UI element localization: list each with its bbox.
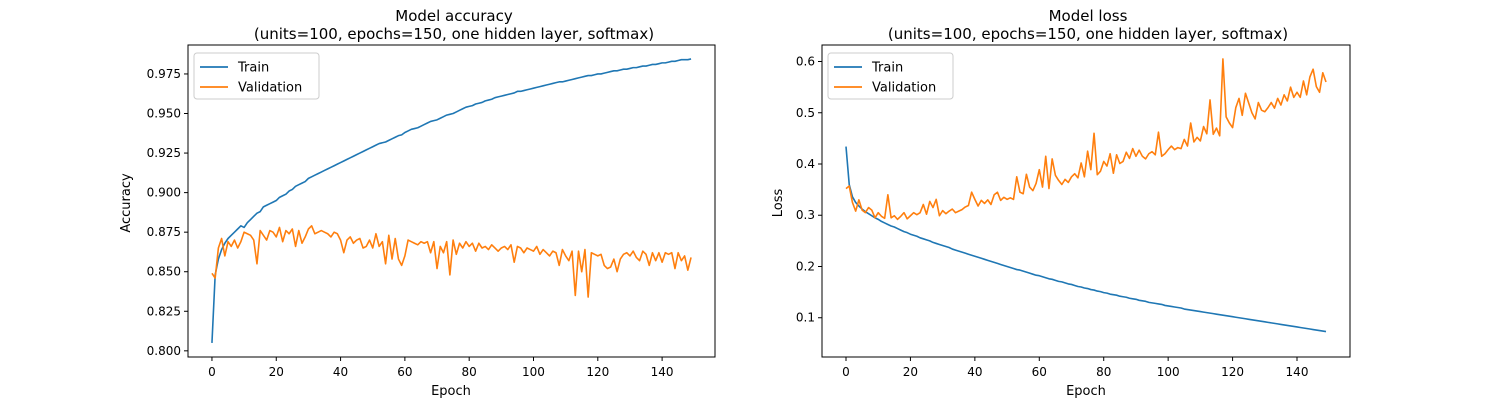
y-axis-label: Loss xyxy=(771,189,786,218)
series-line-train xyxy=(845,146,1327,333)
x-tick-label: 0 xyxy=(842,365,850,379)
chart-title: Model accuracy xyxy=(395,7,513,25)
series-line-validation xyxy=(845,58,1327,221)
plot-area: 0 20 40 60 80 100 120 140 0.800 0.825 0.850 0.875 0.… xyxy=(147,44,716,379)
x-tick-label: 80 xyxy=(1096,365,1111,379)
x-tick-label: 140 xyxy=(651,365,674,379)
series-line-train xyxy=(211,58,692,343)
accuracy-chart: Model accuracy (units=100, epochs=150, o… xyxy=(119,7,716,399)
x-tick-label: 20 xyxy=(903,365,918,379)
x-tick-label: 60 xyxy=(1032,365,1047,379)
y-tick-label: 0.1 xyxy=(796,311,815,325)
y-tick-label: 0.6 xyxy=(796,55,815,69)
x-axis-label: Epoch xyxy=(431,384,471,399)
x-tick-label: 40 xyxy=(333,365,348,379)
chart-subtitle: (units=100, epochs=150, one hidden layer… xyxy=(254,25,654,43)
chart-title: Model loss xyxy=(1049,7,1128,25)
plot-frame xyxy=(187,44,716,358)
x-tick-label: 80 xyxy=(462,365,477,379)
y-tick-label: 0.925 xyxy=(147,146,181,160)
x-tick-label: 60 xyxy=(397,365,412,379)
x-tick-label: 0 xyxy=(208,365,216,379)
y-tick-label: 0.875 xyxy=(147,225,181,239)
x-tick-label: 120 xyxy=(586,365,609,379)
y-tick-label: 0.825 xyxy=(147,304,181,318)
legend: Train Validation xyxy=(827,52,954,100)
legend-label-train: Train xyxy=(871,61,903,76)
legend: Train Validation xyxy=(193,52,320,100)
y-tick-label: 0.800 xyxy=(147,344,181,358)
legend-label-validation: Validation xyxy=(872,81,936,96)
x-tick-label: 120 xyxy=(1221,365,1244,379)
loss-chart: Model loss (units=100, epochs=150, one h… xyxy=(771,7,1351,399)
x-axis-label: Epoch xyxy=(1066,384,1106,399)
y-tick-label: 0.975 xyxy=(147,67,181,81)
x-tick-label: 100 xyxy=(1157,365,1180,379)
plot-area: 0 20 40 60 80 100 120 140 0.1 0.2 0.3 0.4 0.5 0.6 Trai… xyxy=(796,44,1351,379)
y-tick-label: 0.5 xyxy=(796,106,815,120)
legend-label-train: Train xyxy=(237,61,269,76)
y-tick-label: 0.950 xyxy=(147,107,181,121)
chart-subtitle: (units=100, epochs=150, one hidden layer… xyxy=(888,25,1288,43)
series-line-validation xyxy=(211,225,692,298)
y-tick-label: 0.900 xyxy=(147,186,181,200)
y-tick-label: 0.2 xyxy=(796,259,815,273)
plot-frame xyxy=(821,44,1351,358)
y-axis-label: Accuracy xyxy=(119,173,134,233)
x-tick-label: 100 xyxy=(522,365,545,379)
x-tick-label: 20 xyxy=(269,365,284,379)
legend-label-validation: Validation xyxy=(238,81,302,96)
y-tick-label: 0.3 xyxy=(796,208,815,222)
y-tick-label: 0.4 xyxy=(796,157,815,171)
y-tick-label: 0.850 xyxy=(147,265,181,279)
x-tick-label: 40 xyxy=(967,365,982,379)
x-tick-label: 140 xyxy=(1286,365,1309,379)
